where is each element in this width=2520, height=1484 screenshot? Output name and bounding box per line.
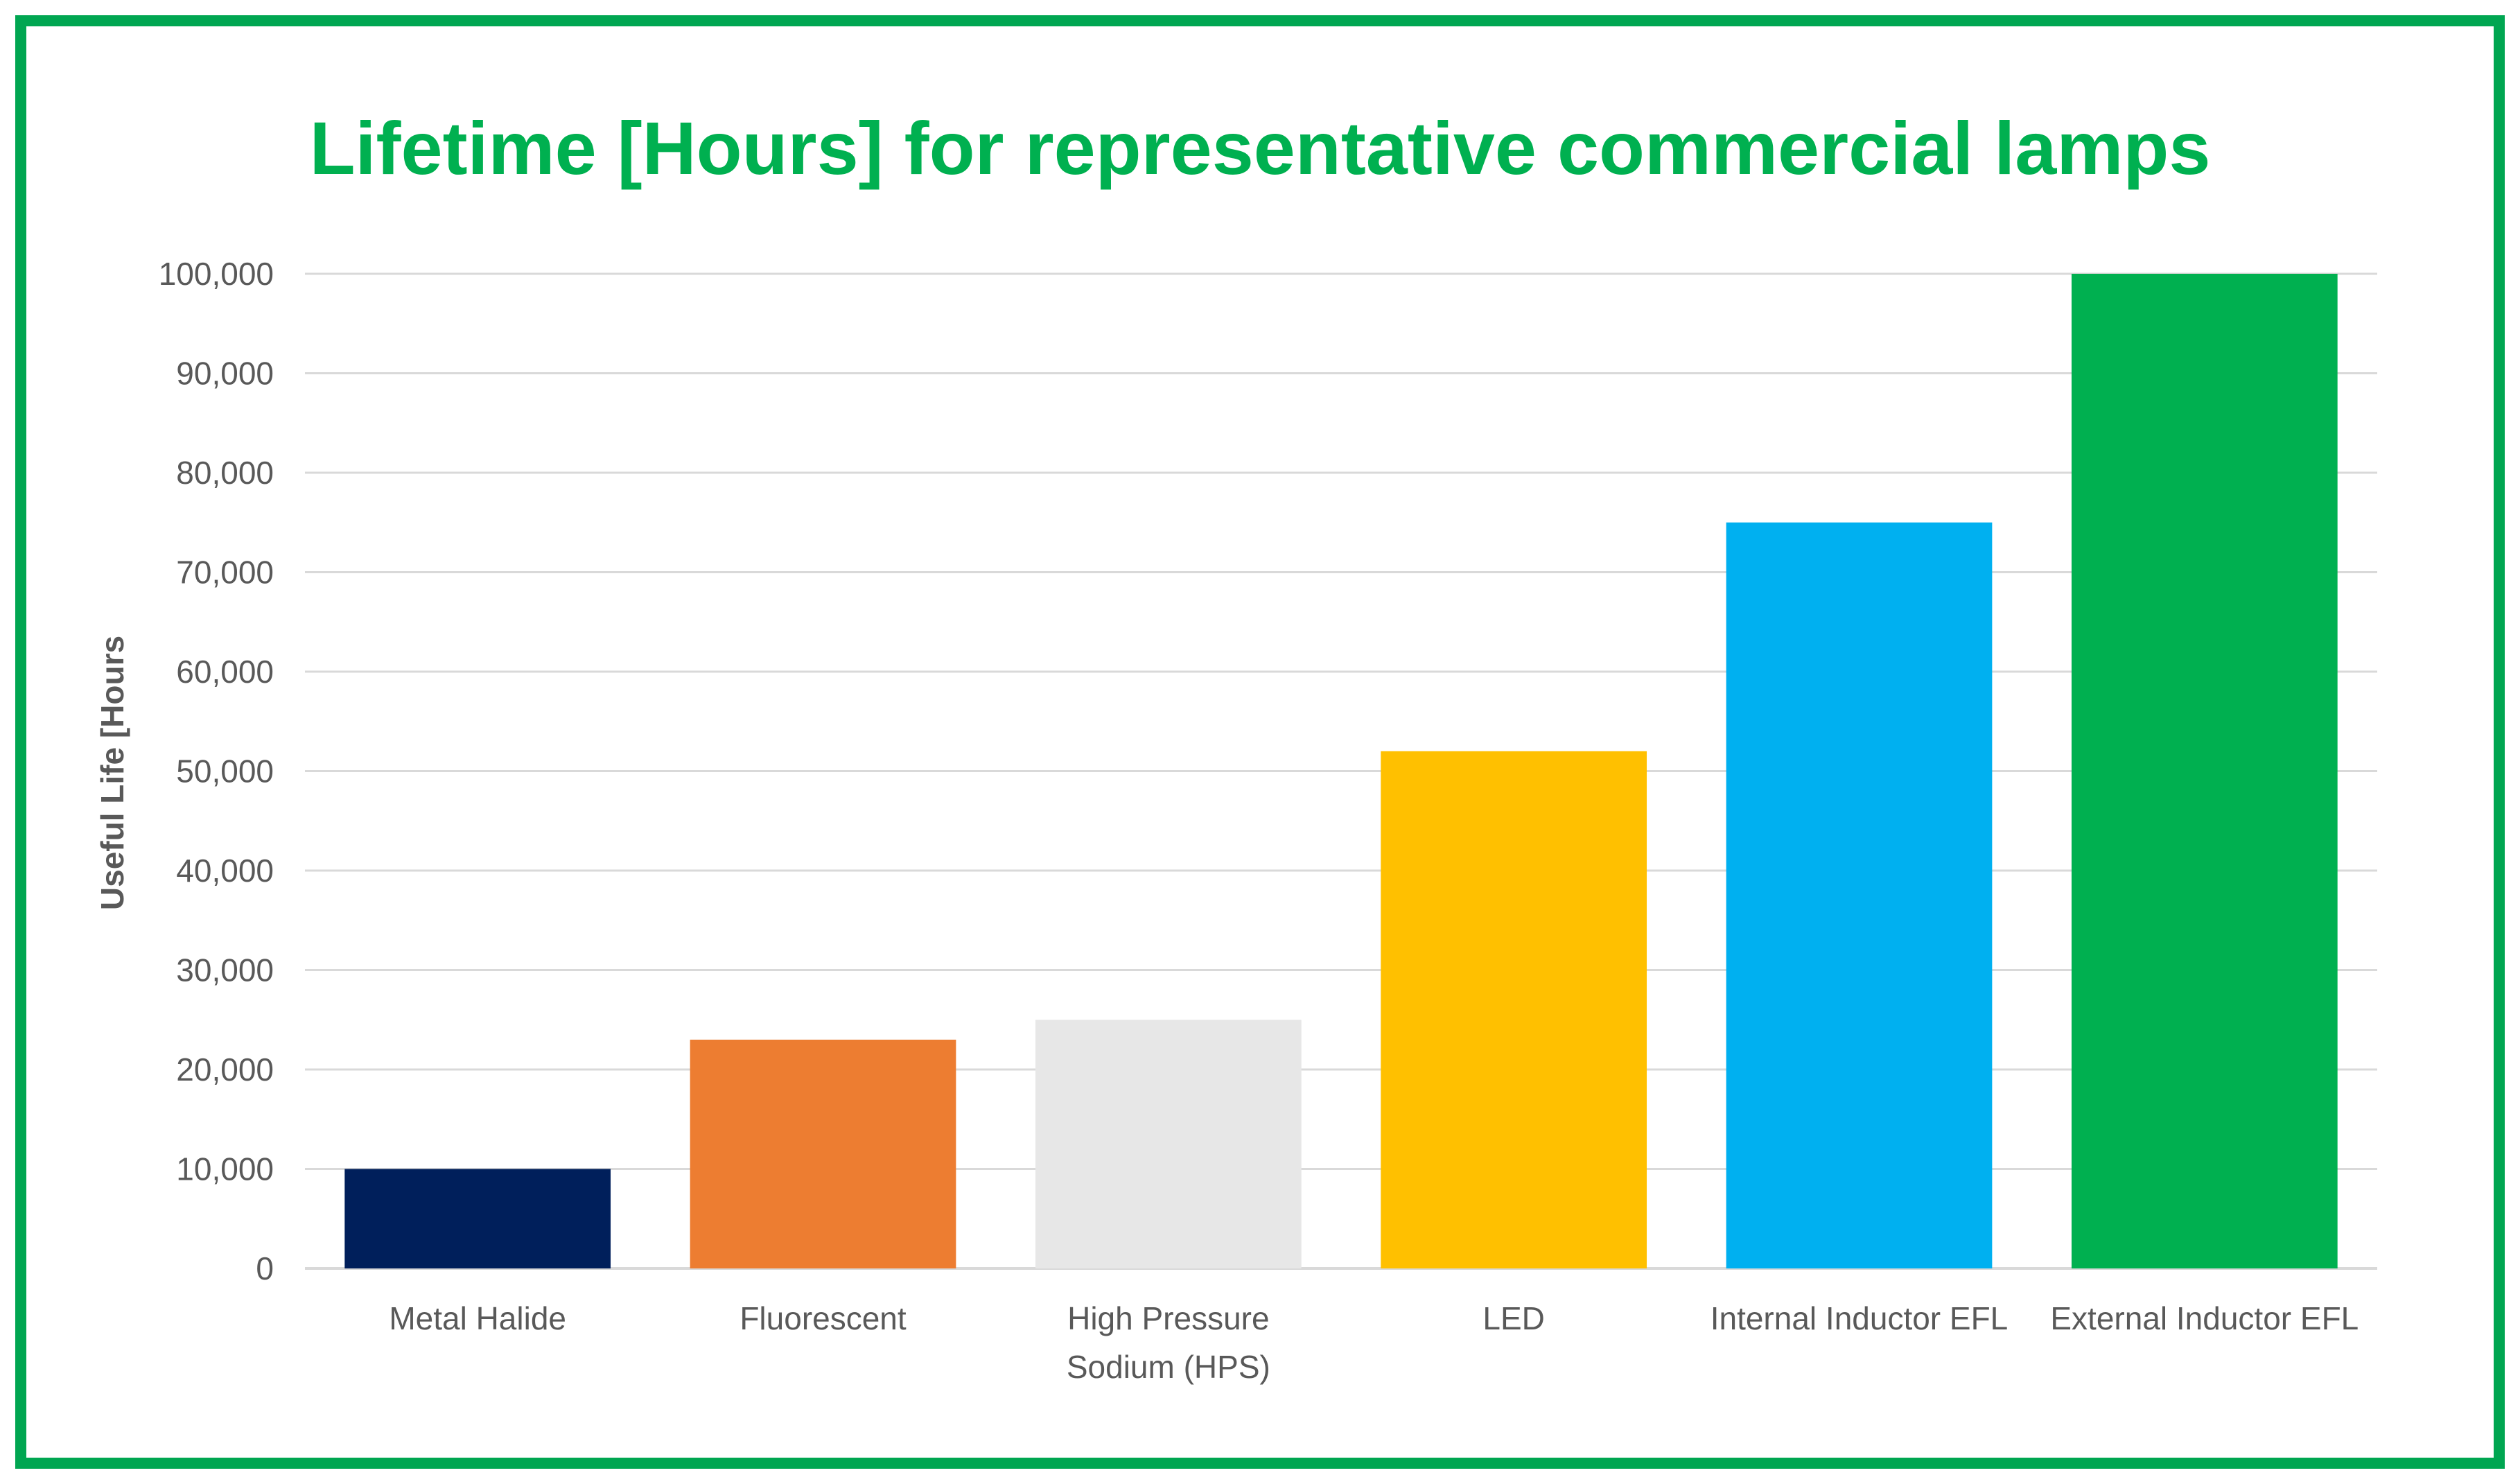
gridlines (305, 272, 2377, 1270)
x-tick-label: Internal Inductor EFL (1710, 1300, 2009, 1336)
x-axis-labels: Metal Halide Fluorescent High Pressure Sodi… (389, 1300, 2359, 1385)
x-tick-label: External Inductor EFL (2050, 1300, 2359, 1336)
bar (344, 1169, 611, 1268)
x-tick-label: Fluorescent (740, 1300, 907, 1336)
y-tick-label: 100,000 (159, 256, 274, 292)
y-tick-label: 60,000 (176, 654, 274, 690)
y-tick-label: 10,000 (176, 1151, 274, 1187)
y-axis-title: Useful Life [Hours (94, 636, 130, 910)
y-tick-label: 80,000 (176, 455, 274, 491)
bar (690, 1039, 956, 1268)
x-tick-label: High Pressure (1067, 1300, 1269, 1336)
bar (2071, 274, 2338, 1268)
x-tick-label: Sodium (HPS) (1067, 1349, 1270, 1385)
bar (1035, 1020, 1302, 1268)
y-tick-label: 30,000 (176, 952, 274, 988)
y-axis-ticks: 0 10,000 20,000 30,000 40,000 50,000 60,000 70,… (159, 256, 274, 1286)
y-tick-label: 0 (256, 1250, 274, 1286)
bar (1381, 751, 1647, 1268)
bar (1726, 522, 1993, 1268)
y-tick-label: 70,000 (176, 555, 274, 591)
y-tick-label: 90,000 (176, 356, 274, 392)
bars (344, 274, 2338, 1268)
chart-title: Lifetime [Hours] for representative comm… (309, 106, 2211, 190)
y-tick-label: 20,000 (176, 1051, 274, 1088)
x-tick-label: Metal Halide (389, 1300, 566, 1336)
y-tick-label: 50,000 (176, 753, 274, 789)
x-tick-label: LED (1482, 1300, 1544, 1336)
y-tick-label: 40,000 (176, 853, 274, 889)
